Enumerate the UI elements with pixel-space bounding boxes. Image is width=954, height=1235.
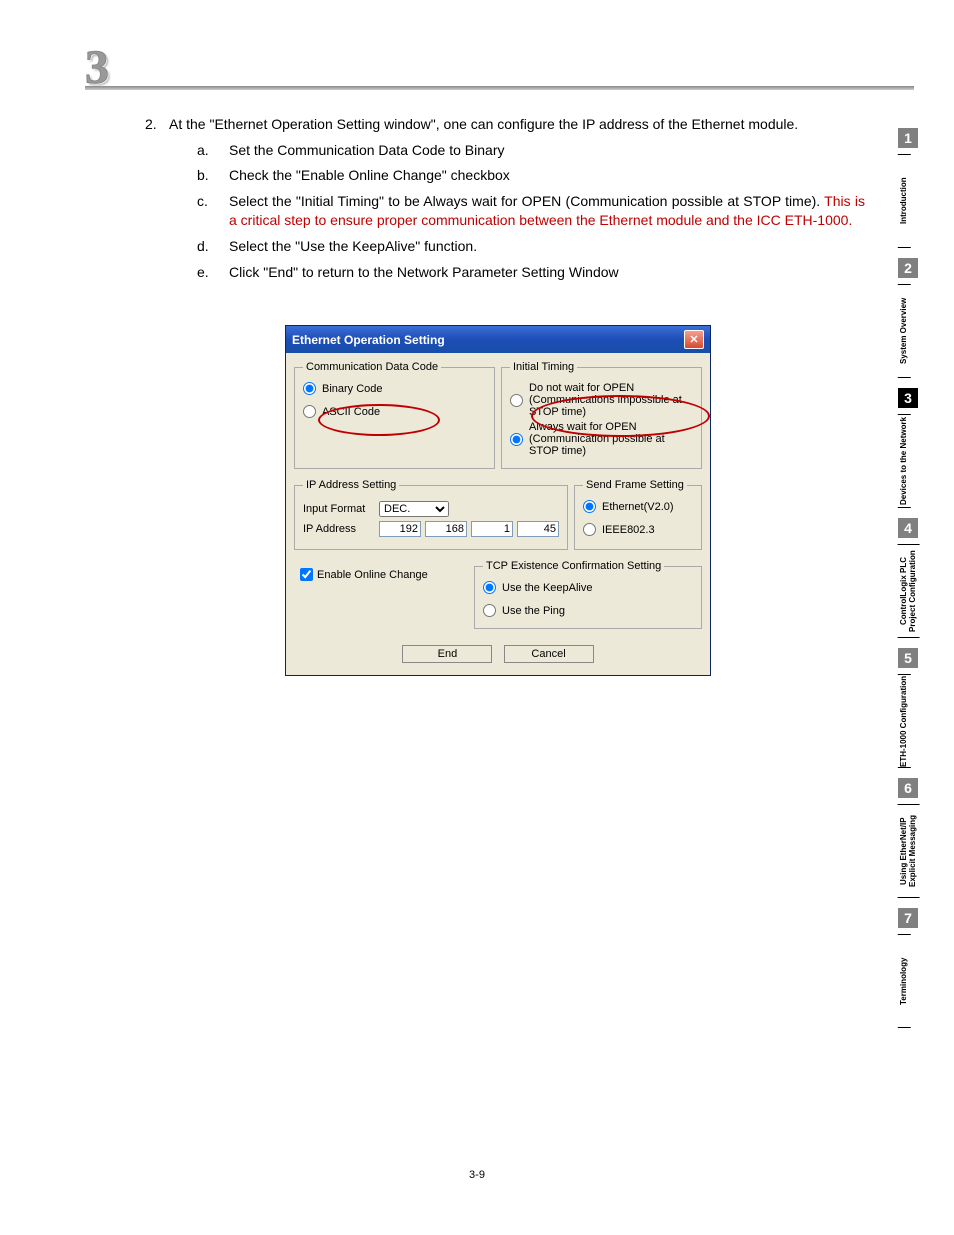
tab-1-label: Introduction: [898, 154, 911, 248]
sub-b-letter: b.: [197, 166, 229, 186]
tab-7-label: Terminology: [898, 934, 911, 1028]
tab-4-label: ControlLogix PLC Project Configuration: [898, 544, 920, 638]
dialog-title: Ethernet Operation Setting: [292, 333, 445, 347]
ping-radio[interactable]: [483, 604, 496, 617]
header-rule: [85, 86, 914, 90]
tab-3[interactable]: 3: [898, 388, 918, 408]
initial-timing-group: Initial Timing Do not wait for OPEN (Com…: [501, 361, 702, 469]
sub-a-letter: a.: [197, 141, 229, 161]
send-frame-group: Send Frame Setting Ethernet(V2.0) IEEE80…: [574, 479, 702, 550]
tab-5-label: ETH-1000 Configuration: [898, 674, 911, 768]
sub-c-letter: c.: [197, 192, 229, 231]
ieee-radio[interactable]: [583, 523, 596, 536]
ieee-label: IEEE802.3: [602, 524, 655, 536]
ping-label: Use the Ping: [502, 605, 565, 617]
wait-radio[interactable]: [510, 433, 523, 446]
nowait-radio[interactable]: [510, 394, 523, 407]
page-number: 3-9: [0, 1169, 954, 1181]
list-text: At the "Ethernet Operation Setting windo…: [169, 115, 798, 135]
ip-label: IP Address: [303, 523, 373, 535]
input-format-select[interactable]: DEC.: [379, 501, 449, 517]
enable-online-change-label: Enable Online Change: [317, 569, 428, 581]
tcp-legend: TCP Existence Confirmation Setting: [483, 560, 664, 572]
end-button[interactable]: End: [402, 645, 492, 663]
sub-a-text: Set the Communication Data Code to Binar…: [229, 141, 504, 161]
ethernet-v2-radio[interactable]: [583, 500, 596, 513]
ip-octet-1[interactable]: [379, 521, 421, 537]
tab-1[interactable]: 1: [898, 128, 918, 148]
ip-octet-3[interactable]: [471, 521, 513, 537]
input-format-label: Input Format: [303, 503, 373, 515]
nowait-label: Do not wait for OPEN (Communications imp…: [529, 382, 693, 418]
keepalive-radio[interactable]: [483, 581, 496, 594]
ip-address-group: IP Address Setting Input Format DEC. IP …: [294, 479, 568, 550]
tab-5[interactable]: 5: [898, 648, 918, 668]
tab-3-label: Devices to the Network: [898, 414, 911, 508]
tab-7[interactable]: 7: [898, 908, 918, 928]
dialog-titlebar: Ethernet Operation Setting ✕: [286, 326, 710, 353]
binary-radio[interactable]: [303, 382, 316, 395]
section-tabs: 1 Introduction 2 System Overview 3 Devic…: [898, 128, 928, 1038]
sub-b-text: Check the "Enable Online Change" checkbo…: [229, 166, 510, 186]
send-legend: Send Frame Setting: [583, 479, 687, 491]
ip-octet-2[interactable]: [425, 521, 467, 537]
ethernet-settings-dialog: Ethernet Operation Setting ✕ Communicati…: [285, 325, 711, 676]
comm-data-code-group: Communication Data Code Binary Code ASCI…: [294, 361, 495, 469]
close-icon[interactable]: ✕: [684, 330, 704, 349]
tab-2[interactable]: 2: [898, 258, 918, 278]
binary-label: Binary Code: [322, 383, 383, 395]
sub-e-letter: e.: [197, 263, 229, 283]
sub-e-text: Click "End" to return to the Network Par…: [229, 263, 619, 283]
cancel-button[interactable]: Cancel: [504, 645, 594, 663]
ip-legend: IP Address Setting: [303, 479, 399, 491]
sub-d-letter: d.: [197, 237, 229, 257]
tab-4[interactable]: 4: [898, 518, 918, 538]
list-num: 2.: [145, 115, 169, 135]
keepalive-label: Use the KeepAlive: [502, 582, 593, 594]
wait-label: Always wait for OPEN (Communication poss…: [529, 421, 693, 457]
tab-6[interactable]: 6: [898, 778, 918, 798]
ascii-radio[interactable]: [303, 405, 316, 418]
sub-d-text: Select the "Use the KeepAlive" function.: [229, 237, 477, 257]
tcp-confirm-group: TCP Existence Confirmation Setting Use t…: [474, 560, 702, 629]
ip-octet-4[interactable]: [517, 521, 559, 537]
comm-legend: Communication Data Code: [303, 361, 441, 373]
tab-6-label: Using EtherNet/IP Explicit Messaging: [898, 804, 920, 898]
timing-legend: Initial Timing: [510, 361, 577, 373]
body-text: 2. At the "Ethernet Operation Setting wi…: [145, 115, 865, 288]
enable-online-change-checkbox[interactable]: [300, 568, 313, 581]
tab-2-label: System Overview: [898, 284, 911, 378]
ethernet-v2-label: Ethernet(V2.0): [602, 501, 674, 513]
ascii-label: ASCII Code: [322, 406, 380, 418]
sub-c-text: Select the "Initial Timing" to be Always…: [229, 192, 865, 231]
